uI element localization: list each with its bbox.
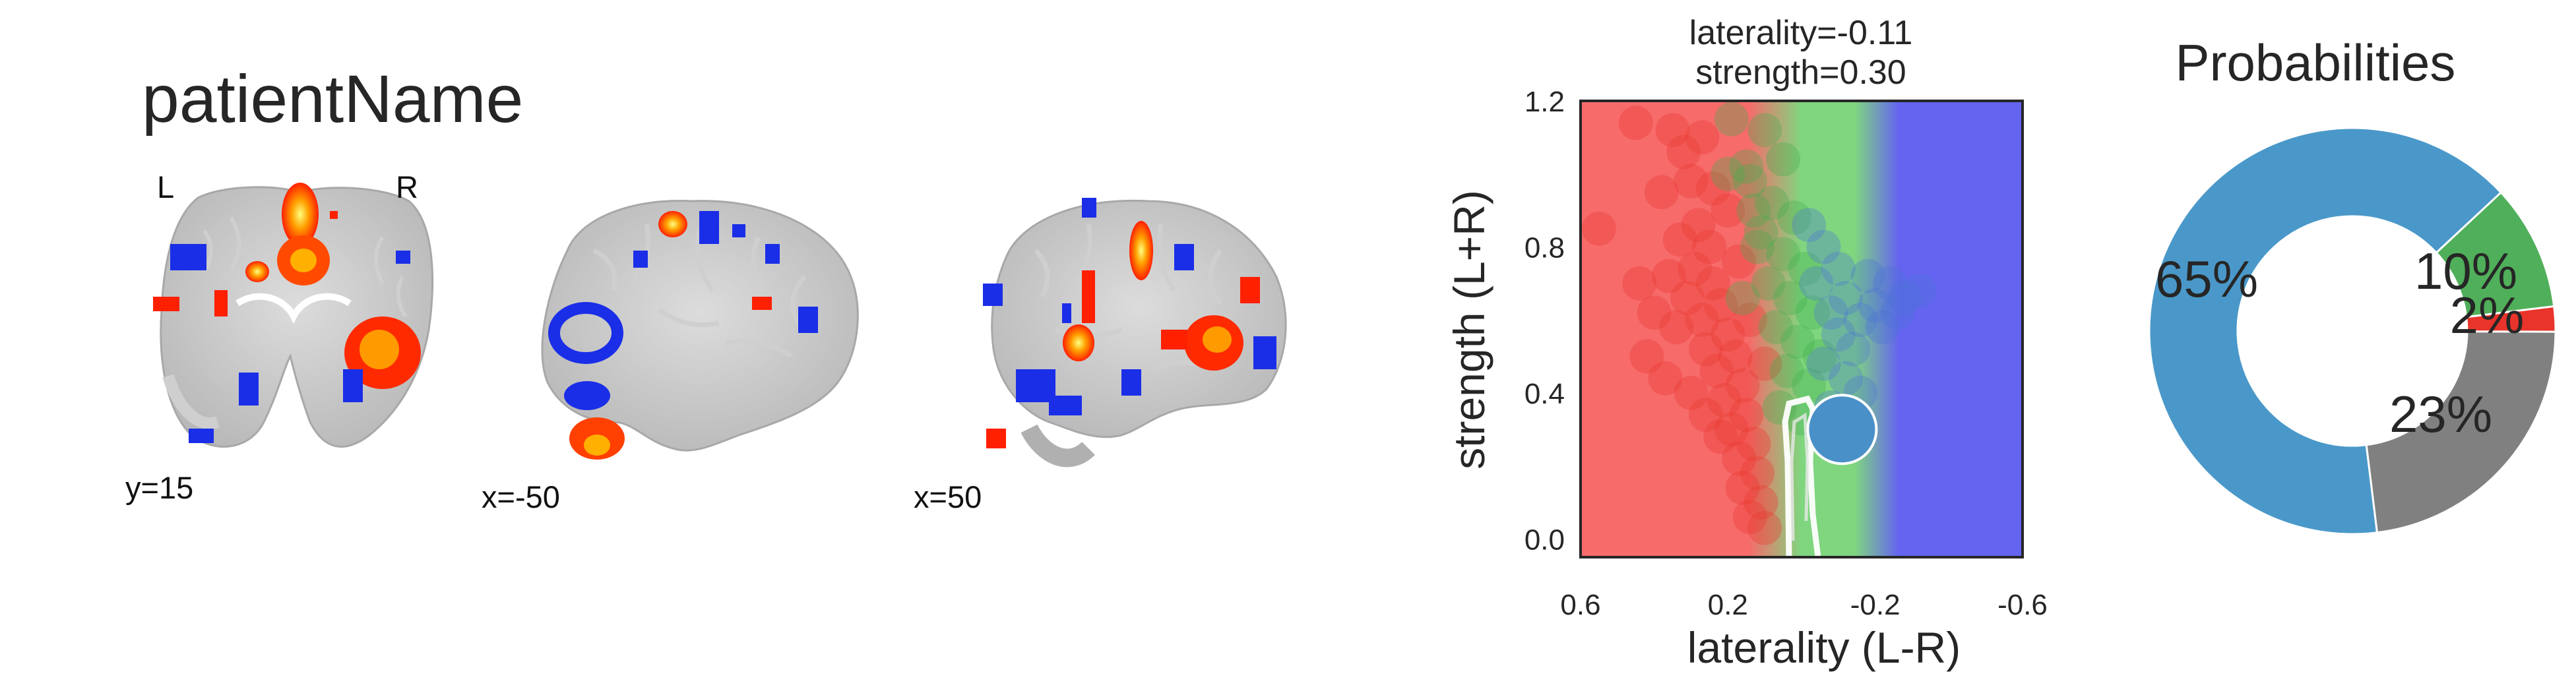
donut-slice-label: 65% bbox=[2155, 250, 2258, 308]
donut-slice-label: 23% bbox=[2389, 385, 2492, 443]
donut-slice-label: 10% bbox=[2414, 242, 2517, 300]
